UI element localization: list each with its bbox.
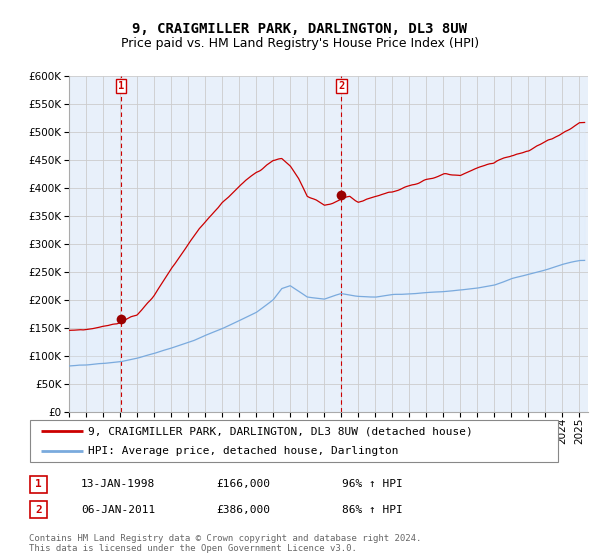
FancyBboxPatch shape: [30, 476, 47, 493]
Text: 86% ↑ HPI: 86% ↑ HPI: [342, 505, 403, 515]
Text: HPI: Average price, detached house, Darlington: HPI: Average price, detached house, Darl…: [88, 446, 398, 456]
Text: Contains HM Land Registry data © Crown copyright and database right 2024.
This d: Contains HM Land Registry data © Crown c…: [29, 534, 421, 553]
Text: 1: 1: [118, 81, 124, 91]
Text: Price paid vs. HM Land Registry's House Price Index (HPI): Price paid vs. HM Land Registry's House …: [121, 37, 479, 50]
Text: 96% ↑ HPI: 96% ↑ HPI: [342, 479, 403, 489]
Text: 2: 2: [338, 81, 344, 91]
FancyBboxPatch shape: [30, 501, 47, 518]
Text: 9, CRAIGMILLER PARK, DARLINGTON, DL3 8UW: 9, CRAIGMILLER PARK, DARLINGTON, DL3 8UW: [133, 22, 467, 36]
Text: 06-JAN-2011: 06-JAN-2011: [81, 505, 155, 515]
Text: £166,000: £166,000: [216, 479, 270, 489]
Text: £386,000: £386,000: [216, 505, 270, 515]
Text: 2: 2: [35, 505, 42, 515]
Text: 9, CRAIGMILLER PARK, DARLINGTON, DL3 8UW (detached house): 9, CRAIGMILLER PARK, DARLINGTON, DL3 8UW…: [88, 426, 473, 436]
Text: 13-JAN-1998: 13-JAN-1998: [81, 479, 155, 489]
FancyBboxPatch shape: [30, 420, 558, 462]
Text: 1: 1: [35, 479, 42, 489]
